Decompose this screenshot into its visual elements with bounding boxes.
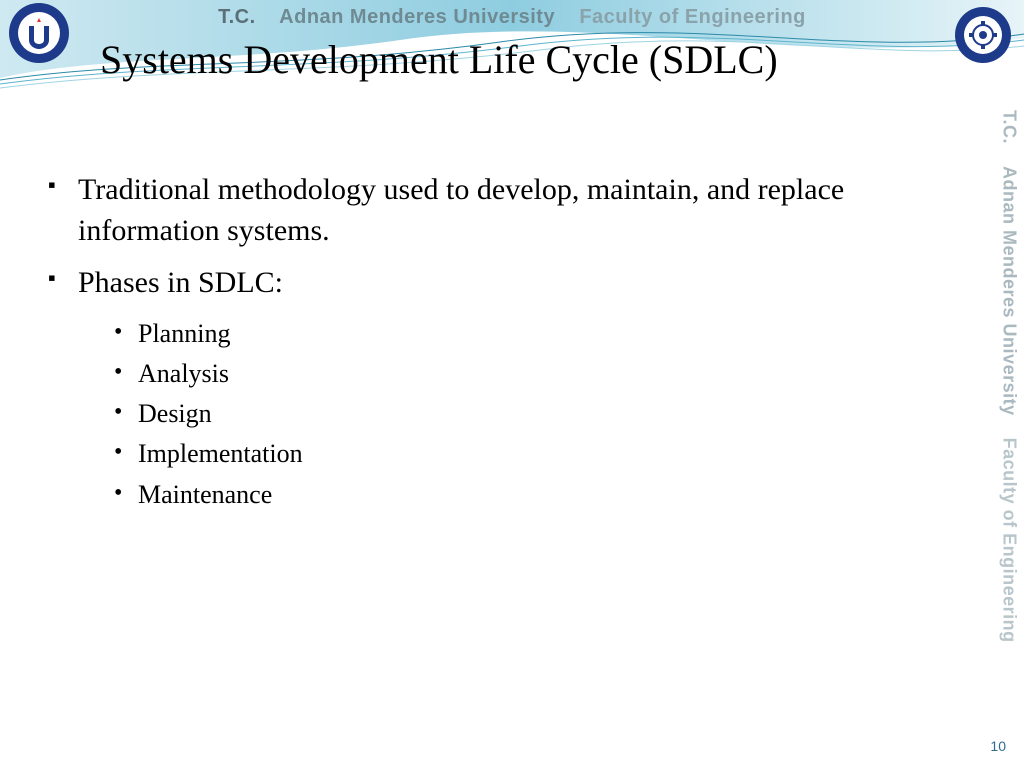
slide-title: Systems Development Life Cycle (SDLC) [100, 36, 778, 83]
side-faculty: Faculty of Engineering [1000, 438, 1020, 643]
slide-content: Traditional methodology used to develop,… [48, 170, 954, 527]
header-university: Adnan Menderes University [279, 6, 555, 28]
bullet-list: Traditional methodology used to develop,… [48, 170, 954, 515]
side-band: T.C. Adnan Menderes University Faculty o… [994, 90, 1024, 768]
bullet-item: Phases in SDLC: Planning Analysis Design… [48, 263, 954, 515]
sub-bullet-item: Planning [114, 314, 954, 354]
header-tc: T.C. [218, 6, 256, 28]
sub-bullet-list: Planning Analysis Design Implementation … [114, 314, 954, 515]
bullet-text: Traditional methodology used to develop,… [78, 173, 844, 247]
page-number: 10 [990, 738, 1006, 754]
sub-bullet-item: Analysis [114, 354, 954, 394]
side-university: Adnan Menderes University [1000, 166, 1020, 416]
bullet-text: Phases in SDLC: [78, 266, 283, 299]
sub-bullet-item: Design [114, 394, 954, 434]
side-text: T.C. Adnan Menderes University Faculty o… [999, 110, 1020, 643]
sub-bullet-item: Maintenance [114, 475, 954, 515]
faculty-logo-right [954, 6, 1012, 64]
header-text: T.C. Adnan Menderes University Faculty o… [0, 6, 1024, 29]
sub-bullet-item: Implementation [114, 434, 954, 474]
university-logo-left [8, 2, 70, 64]
side-tc: T.C. [1000, 110, 1020, 144]
header-faculty: Faculty of Engineering [579, 6, 806, 28]
bullet-item: Traditional methodology used to develop,… [48, 170, 954, 251]
